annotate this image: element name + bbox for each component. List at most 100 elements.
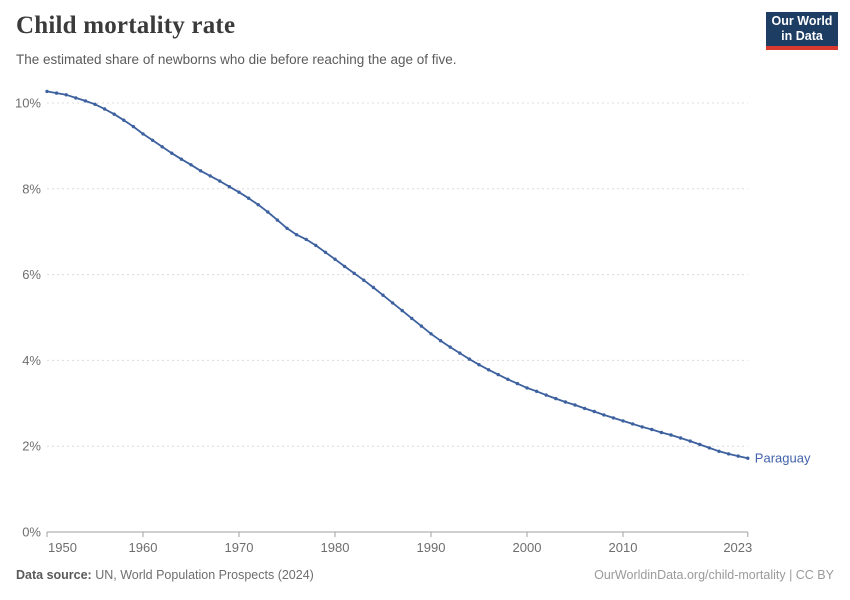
data-point [208,174,212,178]
data-point [333,257,337,261]
logo-line-1: Our World [771,14,833,28]
data-point [189,163,193,167]
page-title: Child mortality rate [16,12,236,39]
data-point [688,439,692,443]
data-point [458,351,462,355]
data-point [630,422,635,426]
data-points [45,89,750,460]
data-point [93,102,97,107]
data-point [573,403,577,407]
page-subtitle: The estimated share of newborns who die … [16,52,457,67]
data-point [141,132,145,136]
data-point [429,332,433,336]
data-point [294,233,299,237]
data-point [419,324,424,328]
x-tick-label: 1970 [225,540,254,555]
data-point [736,454,740,458]
data-point [659,430,664,435]
data-point [198,169,203,173]
data-point [438,339,443,343]
y-axis-labels: 0% 2% 4% 6% 8% 10% [15,96,41,540]
y-tick-label: 8% [22,181,41,196]
data-point [726,452,731,456]
y-tick-label: 2% [22,439,41,454]
data-point [678,436,683,440]
x-tick-label: 1950 [48,540,77,555]
data-point [256,203,260,207]
data-point [477,363,481,367]
data-point [515,381,520,386]
y-tick-label: 4% [22,353,41,368]
data-point [179,157,184,161]
x-tick-label: 2010 [609,540,638,555]
data-point [496,372,500,377]
data-source-label: Data source: [16,568,92,582]
data-point [506,377,510,381]
data-point [582,406,587,411]
data-point [45,89,49,94]
data-point [621,419,625,423]
data-point [122,118,126,122]
x-axis-labels: 1950 1960 1970 1980 1990 2000 2010 2023 [48,540,752,555]
x-tick-label: 1980 [321,540,350,555]
data-point [275,218,280,222]
data-point [611,416,616,420]
data-point [83,99,88,103]
data-point [669,433,673,437]
data-point [304,237,308,242]
data-point [563,400,568,404]
data-point [534,389,539,393]
chart-footer: Data source: UN, World Population Prospe… [16,568,834,582]
data-point [74,96,78,100]
data-point [131,124,136,129]
data-point [707,446,712,450]
data-point [717,449,721,453]
y-gridlines [47,102,748,447]
data-point [237,190,241,194]
y-tick-label: 0% [22,525,41,540]
data-point [102,107,107,111]
data-point [218,179,222,183]
data-point [400,308,404,313]
data-point [64,93,68,97]
data-point [554,396,558,401]
data-point [592,409,596,414]
data-point [746,456,750,460]
data-source: Data source: UN, World Population Prospe… [16,568,314,582]
data-point [602,413,606,417]
data-point [381,293,385,297]
data-point [448,345,452,349]
series-label-paraguay[interactable]: Paraguay [755,451,811,466]
data-point [640,425,644,429]
data-point [486,368,491,372]
data-point [246,196,251,200]
data-point [650,427,654,432]
data-point [285,226,289,230]
data-point [227,185,232,189]
data-point [54,91,59,95]
data-point [150,138,155,142]
data-point [362,278,366,282]
data-point [390,301,395,305]
data-point [352,271,356,275]
footer-link[interactable]: OurWorldinData.org/child-mortality | CC … [594,568,834,582]
x-tick-label: 1960 [129,540,158,555]
x-tick-label: 2023 [723,540,752,555]
y-tick-label: 6% [22,267,41,282]
data-point [544,393,548,397]
data-point [170,151,174,155]
x-axis-ticks [46,532,749,537]
data-point [342,264,347,269]
owid-logo[interactable]: Our World in Data [766,12,838,50]
data-point [314,243,318,248]
data-point [371,285,376,290]
data-source-text: UN, World Population Prospects (2024) [91,568,314,582]
x-tick-label: 2000 [513,540,542,555]
data-point [698,442,702,447]
logo-line-2: in Data [781,29,823,43]
data-point [323,250,328,254]
data-point [410,316,414,321]
data-point [266,210,270,214]
